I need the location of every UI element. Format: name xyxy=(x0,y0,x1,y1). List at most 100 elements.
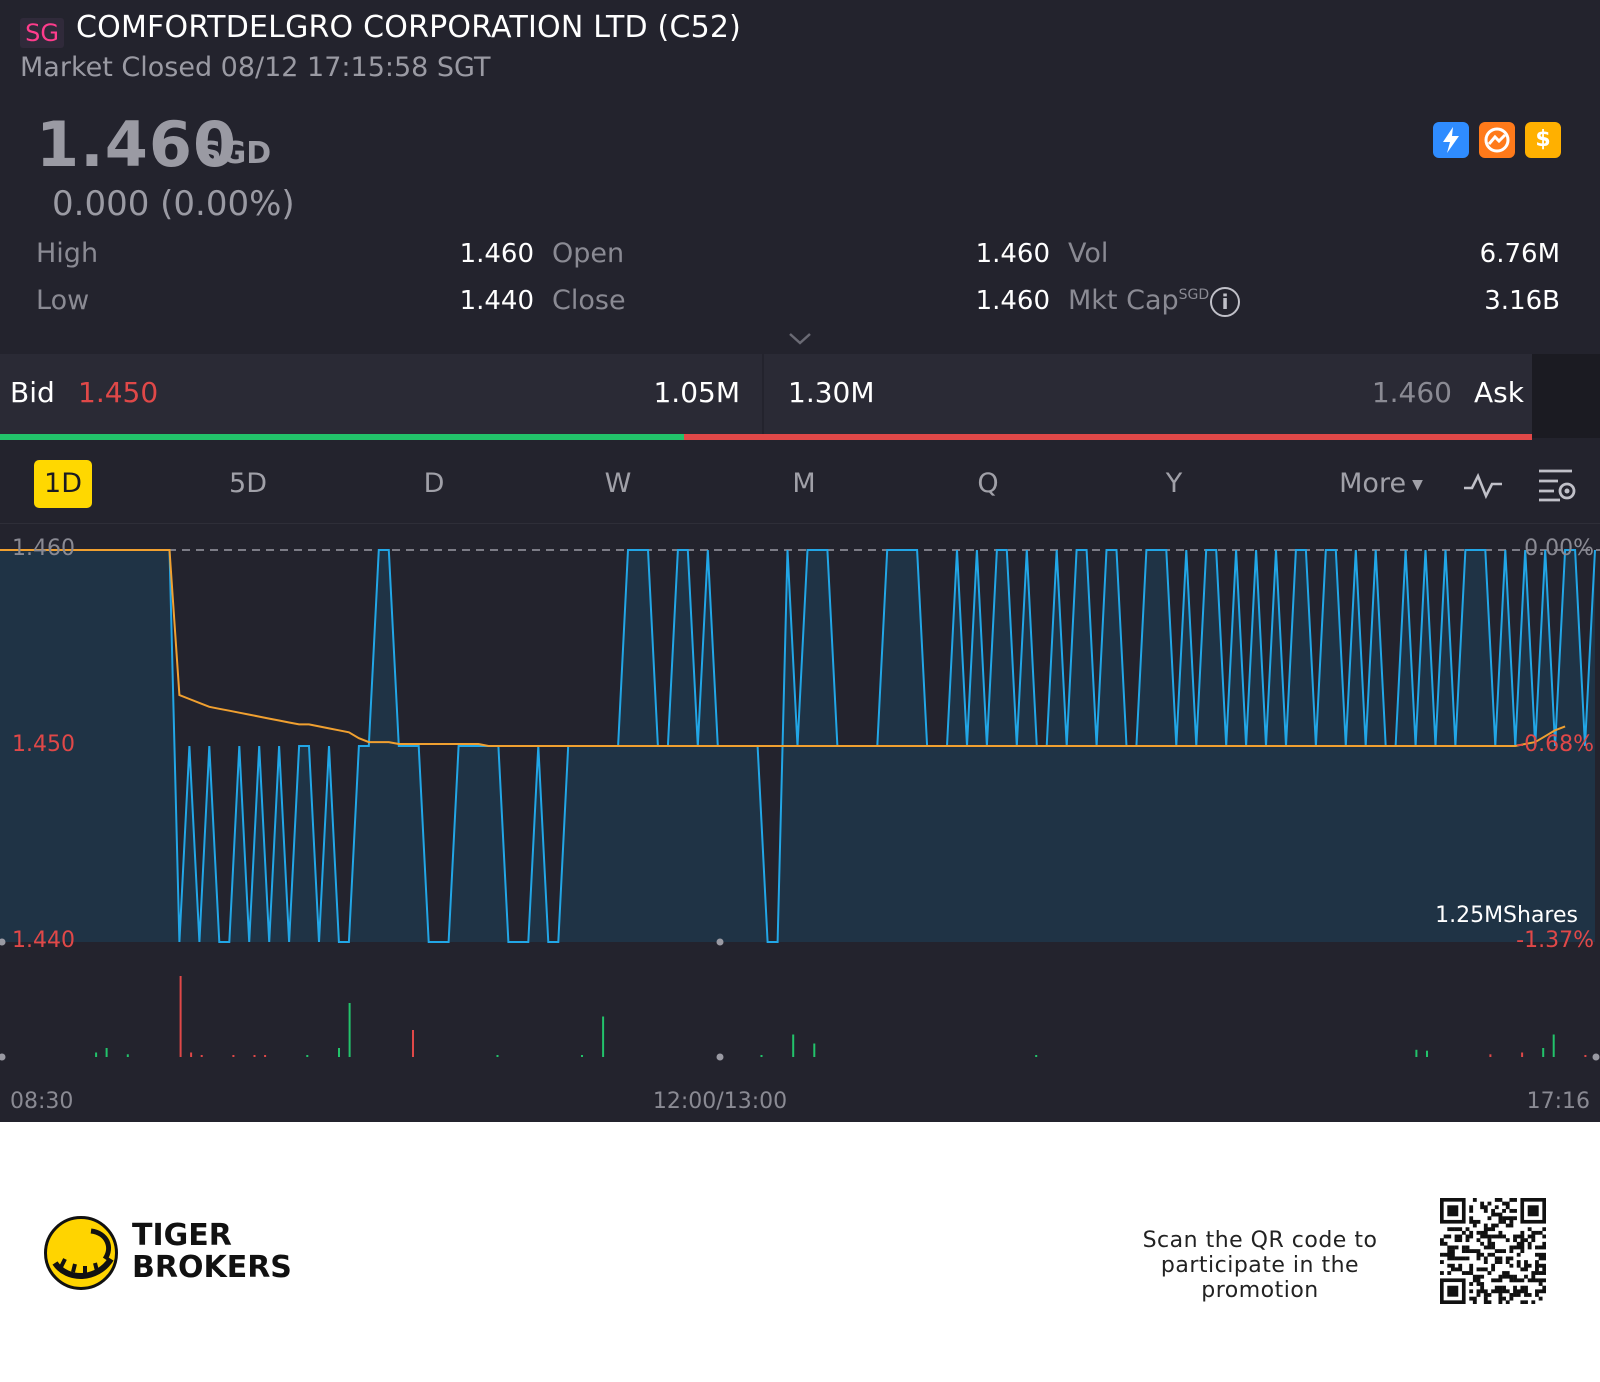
volume-bar xyxy=(1415,1049,1418,1057)
volume-bar xyxy=(306,1055,309,1057)
close-label: Close xyxy=(552,285,626,316)
lightning-icon[interactable] xyxy=(1433,122,1469,158)
volume-bar xyxy=(232,1055,235,1057)
tab-more-label: More xyxy=(1339,468,1407,499)
volume-bar xyxy=(126,1054,129,1057)
ask-label: Ask xyxy=(1474,376,1524,409)
pct-tick-bottom: -1.37% xyxy=(1516,928,1594,953)
tab-y[interactable]: Y xyxy=(1165,468,1183,499)
volume-bar xyxy=(95,1052,98,1057)
volume-bar xyxy=(496,1055,499,1057)
volume-bar xyxy=(602,1016,605,1057)
volume-bar xyxy=(1584,1055,1587,1057)
volume-bar xyxy=(179,976,182,1057)
grid-dot xyxy=(716,1053,724,1061)
caret-down-icon: ▼ xyxy=(1412,476,1423,493)
x-tick-end: 17:16 xyxy=(1527,1089,1590,1114)
y-tick-top: 1.460 xyxy=(12,536,75,561)
last-price: 1.460 xyxy=(36,108,238,181)
volume-bar xyxy=(1552,1034,1555,1057)
tab-m[interactable]: M xyxy=(792,468,816,499)
brand-line-2: BROKERS xyxy=(132,1250,292,1285)
dollar-icon[interactable]: $ xyxy=(1525,122,1561,158)
intraday-chart[interactable]: 1.460 1.450 1.440 0.00% -0.68% -1.37% 1.… xyxy=(0,526,1600,1122)
mktcap-value: 3.16B xyxy=(1484,286,1560,316)
y-tick-bottom: 1.440 xyxy=(12,928,75,953)
volume-bars xyxy=(95,976,1587,1057)
low-value: 1.440 xyxy=(459,286,534,316)
app-screen: SG COMFORTDELGRO CORPORATION LTD (C52) M… xyxy=(0,0,1600,1122)
order-book-bar: Bid 1.450 1.05M 1.30M 1.460 Ask xyxy=(0,354,1532,438)
open-value: 1.460 xyxy=(975,239,1050,269)
mktcap-label: Mkt CapSGD xyxy=(1068,285,1209,316)
vol-value: 6.76M xyxy=(1479,239,1560,269)
tab-1d[interactable]: 1D xyxy=(34,460,92,508)
chart-plot xyxy=(0,549,1600,1061)
volume-bar xyxy=(348,1003,351,1057)
volume-bar xyxy=(581,1055,583,1057)
pct-tick-top: 0.00% xyxy=(1524,536,1594,561)
volume-bar xyxy=(338,1048,340,1057)
volume-bar xyxy=(1035,1055,1038,1057)
volume-bar xyxy=(264,1055,267,1057)
tab-w[interactable]: W xyxy=(604,468,632,499)
market-tag: SG xyxy=(20,18,64,48)
low-label: Low xyxy=(36,285,90,316)
volume-bar xyxy=(253,1055,256,1057)
ask-price: 1.460 xyxy=(1371,376,1452,409)
period-tabs: 1D 5D D W M Q Y More ▼ xyxy=(0,442,1600,524)
close-value: 1.460 xyxy=(975,286,1050,316)
stock-title: COMFORTDELGRO CORPORATION LTD (C52) xyxy=(76,10,742,45)
volume-bar xyxy=(190,1052,193,1057)
bid-ratio-bar xyxy=(0,434,684,440)
brand-name: TIGER BROKERS xyxy=(132,1220,292,1284)
indicator-icon[interactable] xyxy=(1462,472,1504,500)
tab-d[interactable]: D xyxy=(423,468,445,499)
x-tick-mid: 12:00/13:00 xyxy=(653,1089,787,1114)
chart-settings-icon[interactable] xyxy=(1536,466,1578,504)
pct-tick-mid: -0.68% xyxy=(1516,732,1594,757)
volume-bar xyxy=(1489,1054,1492,1057)
grid-dot xyxy=(716,938,724,946)
option-chain-icon[interactable] xyxy=(1479,122,1515,158)
volume-bar xyxy=(792,1034,795,1057)
brand-line-1: TIGER xyxy=(132,1218,232,1253)
info-icon[interactable]: i xyxy=(1210,287,1240,317)
average-price-line xyxy=(0,549,1566,747)
volume-bar xyxy=(105,1048,108,1057)
qr-code-icon[interactable] xyxy=(1440,1198,1546,1304)
open-label: Open xyxy=(552,238,625,269)
ask-size: 1.30M xyxy=(788,376,875,409)
volume-bar xyxy=(760,1055,763,1057)
y-tick-mid: 1.450 xyxy=(12,732,75,757)
volume-max-label: 1.25MShares xyxy=(1435,903,1578,928)
grid-dot xyxy=(0,938,6,946)
bid-price: 1.450 xyxy=(78,376,159,409)
bid-size: 1.05M xyxy=(653,376,740,409)
mktcap-label-text: Mkt Cap xyxy=(1068,285,1179,316)
market-status: Market Closed 08/12 17:15:58 SGT xyxy=(20,52,491,83)
volume-bar xyxy=(1426,1050,1428,1057)
ask-ratio-bar xyxy=(684,434,1532,440)
currency-label: SGD xyxy=(200,136,272,171)
tab-q[interactable]: Q xyxy=(977,468,999,499)
bid-label: Bid xyxy=(10,376,55,409)
volume-bar xyxy=(813,1043,816,1057)
volume-bar xyxy=(1521,1052,1524,1057)
mktcap-unit: SGD xyxy=(1178,287,1210,303)
tab-more[interactable]: More ▼ xyxy=(1336,460,1426,508)
x-tick-start: 08:30 xyxy=(10,1089,73,1114)
volume-bar xyxy=(200,1055,203,1057)
grid-dot xyxy=(0,1053,6,1061)
promo-text: Scan the QR code to participate in the p… xyxy=(1142,1228,1378,1303)
chevron-down-icon[interactable] xyxy=(788,332,812,346)
grid-dot xyxy=(1592,1053,1600,1061)
high-value: 1.460 xyxy=(459,239,534,269)
order-book-divider xyxy=(762,354,764,438)
tab-5d[interactable]: 5D xyxy=(229,468,267,499)
vol-label: Vol xyxy=(1068,238,1109,269)
volume-bar xyxy=(412,1030,414,1057)
order-book-edge xyxy=(1532,354,1600,438)
high-label: High xyxy=(36,238,99,269)
price-change: 0.000 (0.00%) xyxy=(52,184,295,224)
